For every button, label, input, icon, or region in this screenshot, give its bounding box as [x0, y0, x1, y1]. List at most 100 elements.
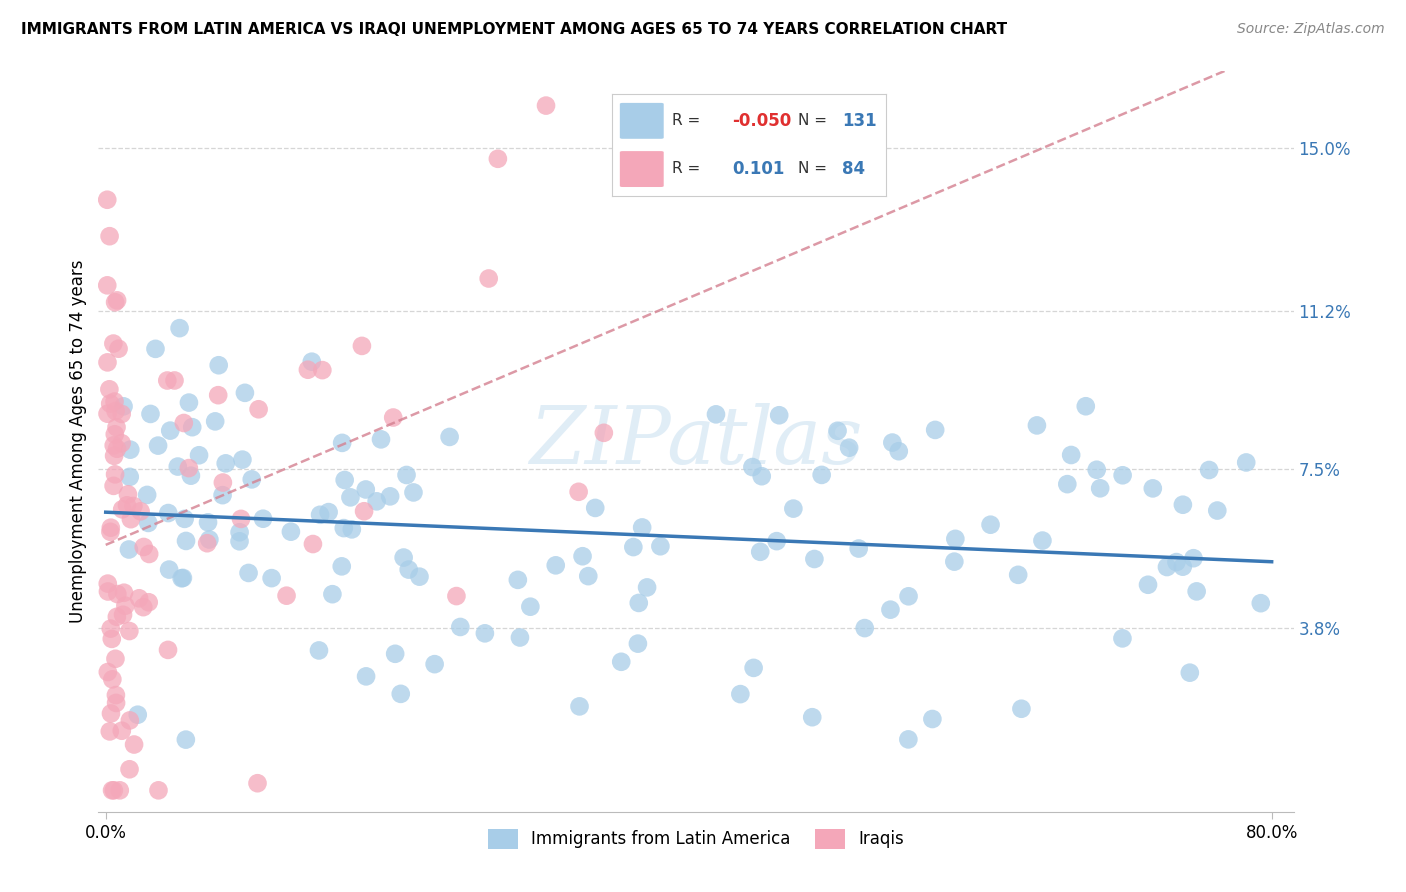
Point [1206, 503, 1229, 517]
Point [96, 193, 118, 207]
Point [103, 438, 125, 452]
Point [389, 687, 412, 701]
Point [100, 524, 122, 539]
Point [145, 342, 167, 356]
Point [228, 525, 250, 540]
Point [97, 665, 120, 679]
Point [118, 624, 141, 638]
Point [382, 410, 405, 425]
Point [897, 732, 920, 747]
Point [211, 488, 233, 502]
Point [1056, 477, 1078, 491]
Point [157, 643, 180, 657]
Point [174, 533, 197, 548]
Point [350, 339, 373, 353]
Point [197, 516, 219, 530]
Point [103, 783, 125, 797]
Point [97, 576, 120, 591]
Point [297, 362, 319, 376]
Point [486, 152, 509, 166]
Point [280, 524, 302, 539]
Point [111, 407, 134, 421]
Text: 84: 84 [842, 160, 865, 178]
Point [519, 599, 541, 614]
Point [105, 587, 128, 601]
Text: 131: 131 [842, 112, 876, 130]
Point [118, 762, 141, 776]
Point [103, 479, 125, 493]
Point [921, 712, 943, 726]
Point [104, 295, 127, 310]
Point [103, 449, 125, 463]
Point [1007, 567, 1029, 582]
Point [353, 504, 375, 518]
Point [309, 508, 332, 522]
Point [127, 707, 149, 722]
Point [98, 382, 121, 396]
Point [384, 647, 406, 661]
Point [120, 442, 142, 457]
Point [568, 484, 591, 499]
Point [101, 783, 124, 797]
Point [104, 404, 127, 418]
Point [1111, 468, 1133, 483]
Point [177, 461, 200, 475]
Point [924, 423, 946, 437]
Point [1185, 584, 1208, 599]
Point [180, 468, 202, 483]
Point [136, 516, 159, 530]
Point [943, 555, 966, 569]
Point [174, 732, 197, 747]
Point [170, 571, 193, 585]
Text: R =: R = [672, 113, 704, 128]
Point [321, 587, 343, 601]
Point [177, 395, 200, 409]
Point [138, 547, 160, 561]
Point [114, 599, 136, 613]
Text: R =: R = [672, 161, 704, 176]
Point [108, 783, 131, 797]
Text: Source: ZipAtlas.com: Source: ZipAtlas.com [1237, 22, 1385, 37]
Point [509, 631, 531, 645]
Point [1111, 632, 1133, 646]
Point [333, 473, 356, 487]
Point [627, 637, 650, 651]
Point [610, 655, 633, 669]
Point [96, 355, 118, 369]
Text: N =: N = [799, 161, 832, 176]
Point [1171, 559, 1194, 574]
Point [704, 408, 727, 422]
Legend: Immigrants from Latin America, Iraqis: Immigrants from Latin America, Iraqis [481, 822, 911, 855]
Point [627, 596, 650, 610]
Point [215, 456, 238, 470]
Point [398, 563, 420, 577]
Point [101, 632, 124, 646]
Point [172, 571, 194, 585]
Point [128, 591, 150, 606]
Point [198, 533, 221, 547]
Point [636, 581, 658, 595]
Point [302, 537, 325, 551]
Point [111, 723, 134, 738]
Point [848, 541, 870, 556]
Point [276, 589, 298, 603]
Point [1137, 578, 1160, 592]
Point [827, 424, 849, 438]
Point [571, 549, 593, 564]
Point [897, 589, 920, 603]
Point [402, 485, 425, 500]
Point [105, 293, 128, 308]
Point [229, 512, 252, 526]
Point [1074, 399, 1097, 413]
Point [887, 444, 910, 458]
Point [980, 517, 1002, 532]
Point [765, 534, 787, 549]
Point [370, 433, 392, 447]
Point [408, 569, 430, 583]
Point [1178, 665, 1201, 680]
Point [879, 602, 901, 616]
Point [568, 699, 591, 714]
Point [801, 710, 824, 724]
Point [98, 724, 121, 739]
Point [544, 558, 567, 573]
